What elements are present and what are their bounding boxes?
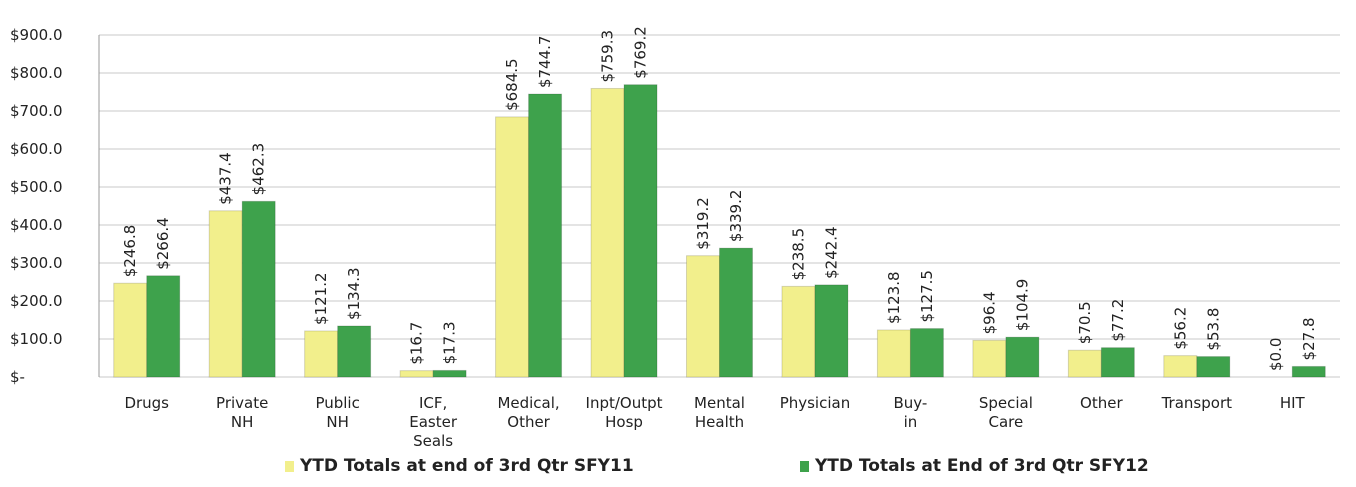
- bar: [590, 87, 625, 378]
- value-label: $319.2: [694, 197, 712, 250]
- x-tick-label: Medical, Other: [497, 394, 560, 431]
- value-label: $77.2: [1109, 299, 1127, 342]
- x-tick-label: Public NH: [315, 394, 360, 431]
- y-tick-label: $100.0: [10, 330, 63, 348]
- x-tick-label: Physician: [779, 394, 851, 412]
- value-label: $242.4: [822, 226, 840, 279]
- bar: [495, 116, 530, 378]
- bar: [1163, 355, 1198, 378]
- value-label: $744.7: [536, 36, 554, 89]
- y-tick-label: $900.0: [10, 26, 63, 44]
- value-label: $127.5: [918, 270, 936, 323]
- value-label: $96.4: [980, 291, 998, 334]
- x-tick-label: HIT: [1279, 394, 1305, 412]
- x-tick-label: Buy-in: [893, 394, 928, 431]
- value-label: $266.4: [154, 217, 172, 270]
- bar: [146, 275, 181, 378]
- value-label: $684.5: [503, 58, 521, 111]
- x-tick-label: Drugs: [124, 394, 169, 412]
- value-label: $53.8: [1204, 308, 1222, 351]
- bar: [337, 325, 372, 378]
- value-label: $0.0: [1267, 338, 1285, 371]
- legend-item: YTD Totals at End of 3rd Qtr SFY12: [800, 456, 1149, 476]
- y-tick-label: $300.0: [10, 254, 63, 272]
- x-tick-label: Transport: [1161, 394, 1232, 412]
- value-label: $238.5: [789, 228, 807, 281]
- y-tick-label: $500.0: [10, 178, 63, 196]
- bar: [113, 282, 148, 378]
- bar: [1100, 347, 1135, 378]
- y-tick-label: $400.0: [10, 216, 63, 234]
- value-label: $16.7: [408, 322, 426, 365]
- x-tick-label: ICF, Easter Seals: [409, 394, 457, 450]
- value-label: $437.4: [217, 152, 235, 205]
- y-tick-label: $700.0: [10, 102, 63, 120]
- value-label: $123.8: [885, 271, 903, 324]
- bar: [1005, 336, 1040, 378]
- bar: [781, 285, 816, 378]
- value-label: $27.8: [1300, 317, 1318, 360]
- value-label: $462.3: [250, 143, 268, 196]
- bar: [304, 330, 339, 378]
- bar: [399, 370, 434, 378]
- value-label: $17.3: [441, 321, 459, 364]
- y-tick-label: $800.0: [10, 64, 63, 82]
- legend-swatch: [285, 460, 294, 472]
- bar: [876, 329, 911, 378]
- y-tick-label: $200.0: [10, 292, 63, 310]
- bar: [972, 339, 1007, 378]
- value-label: $769.2: [632, 26, 650, 79]
- legend-label: YTD Totals at end of 3rd Qtr SFY11: [300, 456, 634, 476]
- bar: [1196, 356, 1231, 378]
- value-label: $759.3: [599, 30, 617, 83]
- bar: [528, 93, 563, 378]
- x-tick-label: Inpt/Outpt Hosp: [585, 394, 663, 431]
- y-tick-label: $-: [10, 368, 25, 386]
- bar: [1291, 365, 1326, 378]
- value-label: $70.5: [1076, 301, 1094, 344]
- bar: [241, 200, 276, 378]
- x-tick-label: Other: [1080, 394, 1123, 412]
- legend-swatch: [800, 460, 809, 472]
- x-tick-label: Private NH: [216, 394, 269, 431]
- bar: [686, 255, 720, 378]
- bar: [814, 284, 849, 378]
- bar: [208, 210, 243, 378]
- bar: [432, 369, 467, 378]
- legend-label: YTD Totals at End of 3rd Qtr SFY12: [815, 456, 1149, 476]
- x-tick-label: Mental Health: [694, 394, 745, 431]
- value-label: $246.8: [121, 225, 139, 278]
- value-label: $104.9: [1013, 279, 1031, 332]
- value-label: $56.2: [1171, 307, 1189, 350]
- bar: [1067, 349, 1102, 378]
- x-tick-label: Special Care: [978, 394, 1033, 431]
- bar: [719, 247, 753, 378]
- value-label: $339.2: [727, 190, 745, 243]
- bar: [909, 328, 944, 378]
- legend-item: YTD Totals at end of 3rd Qtr SFY11: [285, 456, 634, 476]
- value-label: $121.2: [312, 272, 330, 325]
- bar: [623, 84, 658, 378]
- y-tick-label: $600.0: [10, 140, 63, 158]
- value-label: $134.3: [345, 267, 363, 320]
